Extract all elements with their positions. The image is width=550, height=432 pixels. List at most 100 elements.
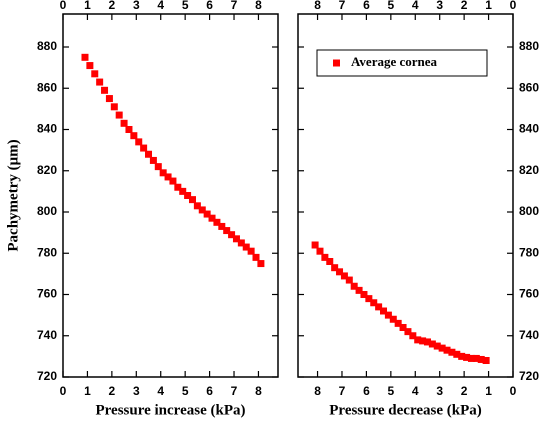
x-tick-label-top: 0 bbox=[60, 0, 67, 12]
y-tick-label: 720 bbox=[519, 369, 539, 383]
marker bbox=[179, 187, 187, 195]
marker bbox=[247, 247, 255, 255]
x-tick-label: 2 bbox=[109, 384, 116, 398]
marker bbox=[316, 247, 324, 255]
marker bbox=[203, 210, 211, 218]
marker bbox=[237, 239, 245, 247]
y-tick-label: 780 bbox=[519, 245, 539, 259]
x-tick-label-top: 1 bbox=[84, 0, 91, 12]
marker bbox=[321, 253, 329, 261]
marker bbox=[428, 340, 436, 348]
x-axis-label: Pressure decrease (kPa) bbox=[329, 402, 481, 418]
marker bbox=[188, 196, 196, 204]
marker bbox=[169, 177, 177, 185]
x-tick-label-top: 5 bbox=[387, 0, 394, 12]
y-tick-label: 720 bbox=[37, 369, 57, 383]
x-tick-label-top: 0 bbox=[510, 0, 517, 12]
y-tick-label: 740 bbox=[519, 328, 539, 342]
marker bbox=[96, 78, 104, 86]
marker bbox=[409, 332, 417, 340]
x-tick-label: 1 bbox=[485, 384, 492, 398]
marker bbox=[223, 227, 231, 235]
y-tick-label: 820 bbox=[519, 163, 539, 177]
marker bbox=[423, 338, 431, 346]
plot-frame bbox=[62, 13, 279, 378]
y-tick-label: 840 bbox=[37, 122, 57, 136]
x-axis-label: Pressure increase (kPa) bbox=[96, 402, 246, 418]
marker bbox=[145, 150, 153, 158]
y-tick-label: 800 bbox=[37, 204, 57, 218]
y-tick-label: 800 bbox=[519, 204, 539, 218]
x-tick-label-top: 2 bbox=[461, 0, 468, 12]
x-tick-label-top: 3 bbox=[133, 0, 140, 12]
marker bbox=[242, 243, 250, 251]
x-tick-label-top: 2 bbox=[109, 0, 116, 12]
marker bbox=[232, 235, 240, 243]
x-tick-label-top: 1 bbox=[485, 0, 492, 12]
x-tick-label-top: 7 bbox=[339, 0, 346, 12]
marker bbox=[453, 350, 461, 358]
marker bbox=[149, 156, 157, 164]
y-tick-label: 760 bbox=[519, 287, 539, 301]
x-tick-label: 0 bbox=[510, 384, 517, 398]
marker bbox=[394, 319, 402, 327]
marker bbox=[331, 264, 339, 272]
marker bbox=[384, 311, 392, 319]
marker bbox=[81, 53, 89, 61]
x-tick-label: 7 bbox=[231, 384, 238, 398]
x-tick-label-top: 4 bbox=[412, 0, 419, 12]
marker bbox=[438, 344, 446, 352]
marker bbox=[370, 299, 378, 307]
marker bbox=[184, 192, 192, 199]
y-tick-label: 820 bbox=[37, 163, 57, 177]
marker bbox=[252, 253, 260, 261]
marker bbox=[130, 132, 138, 140]
marker bbox=[208, 214, 216, 222]
y-tick-label: 860 bbox=[37, 80, 57, 94]
x-tick-label: 6 bbox=[206, 384, 213, 398]
x-tick-label-top: 3 bbox=[436, 0, 443, 12]
marker bbox=[174, 183, 182, 191]
marker bbox=[458, 352, 466, 360]
x-tick-label-top: 6 bbox=[206, 0, 213, 12]
marker bbox=[399, 324, 407, 331]
marker bbox=[311, 241, 319, 249]
marker bbox=[125, 126, 133, 133]
x-tick-label: 5 bbox=[387, 384, 394, 398]
marker bbox=[213, 218, 221, 226]
legend-label: Average cornea bbox=[351, 54, 438, 69]
x-tick-label: 6 bbox=[363, 384, 370, 398]
marker bbox=[350, 282, 358, 290]
marker bbox=[340, 272, 348, 280]
marker bbox=[218, 222, 226, 230]
x-tick-label: 3 bbox=[133, 384, 140, 398]
marker bbox=[336, 268, 344, 276]
marker bbox=[433, 342, 441, 350]
marker bbox=[472, 354, 480, 362]
plot-frame bbox=[297, 13, 514, 378]
marker bbox=[360, 291, 368, 298]
marker bbox=[380, 307, 388, 315]
x-tick-label-top: 4 bbox=[157, 0, 164, 12]
marker bbox=[467, 354, 475, 362]
marker bbox=[482, 357, 490, 364]
x-tick-label: 2 bbox=[461, 384, 468, 398]
x-tick-label: 7 bbox=[339, 384, 346, 398]
marker bbox=[135, 138, 143, 146]
marker bbox=[115, 111, 123, 119]
legend-marker bbox=[333, 59, 340, 67]
marker bbox=[164, 173, 172, 181]
x-tick-label: 4 bbox=[157, 384, 164, 398]
marker bbox=[448, 348, 456, 356]
y-tick-label: 860 bbox=[519, 80, 539, 94]
x-tick-label: 3 bbox=[436, 384, 443, 398]
x-tick-label: 0 bbox=[60, 384, 67, 398]
x-tick-label: 8 bbox=[255, 384, 262, 398]
marker bbox=[257, 260, 265, 268]
x-tick-label: 4 bbox=[412, 384, 419, 398]
marker bbox=[389, 315, 397, 323]
marker bbox=[345, 276, 353, 284]
y-tick-label: 780 bbox=[37, 245, 57, 259]
marker bbox=[375, 303, 383, 311]
